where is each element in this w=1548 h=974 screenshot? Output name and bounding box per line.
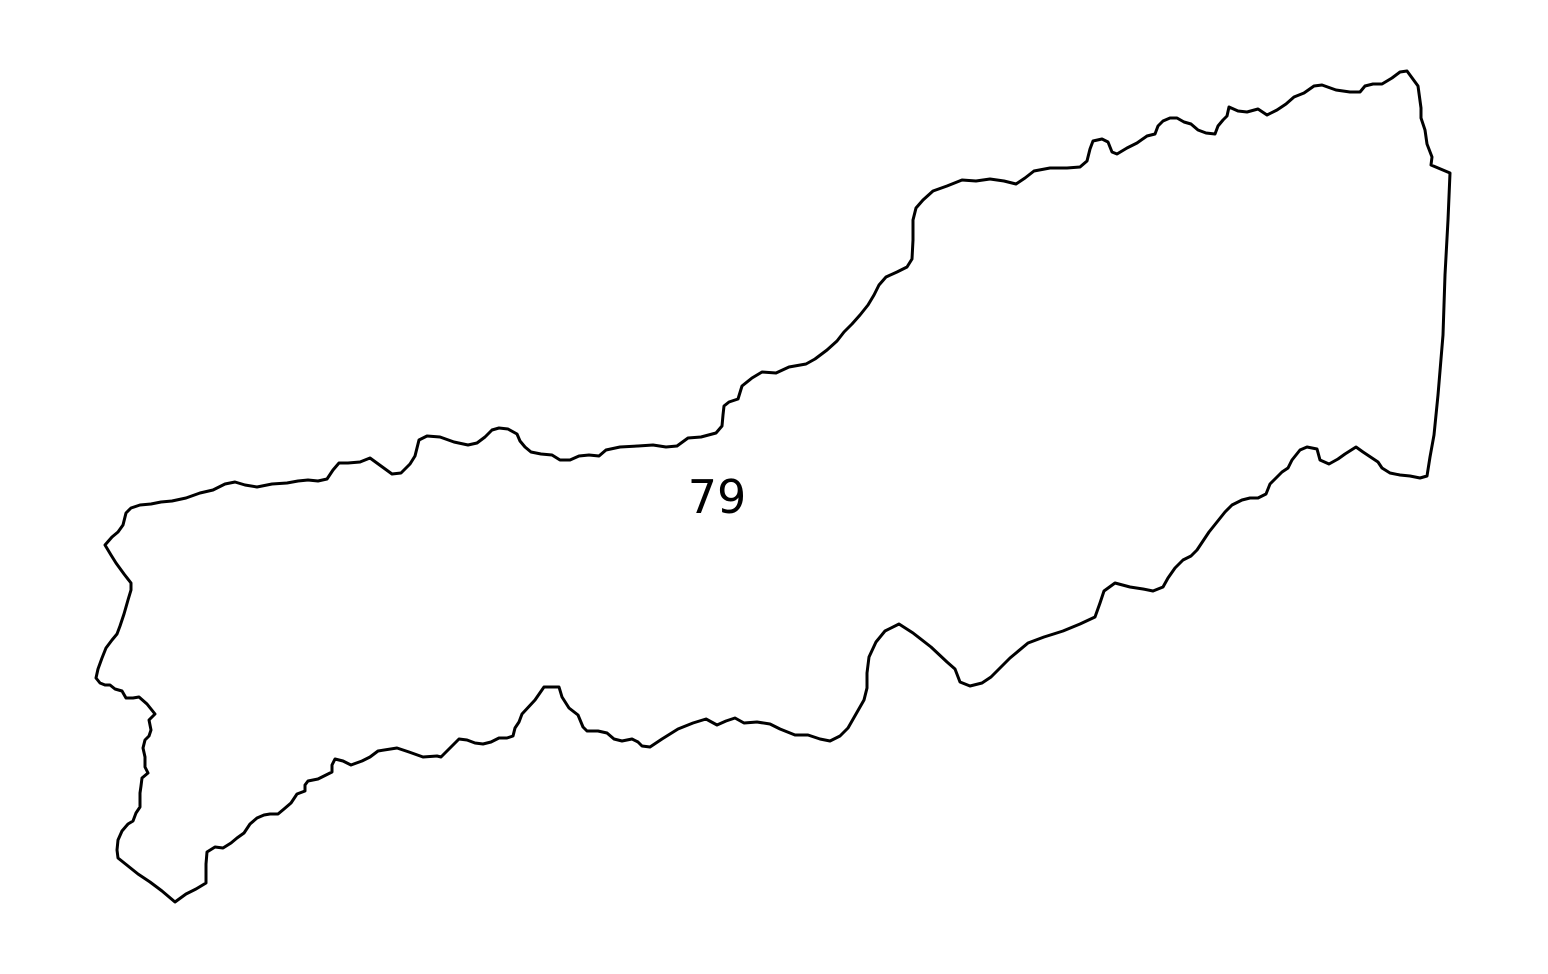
region-boundary [94,69,1452,904]
region-79: 79 [94,69,1452,904]
region-label: 79 [688,470,747,524]
